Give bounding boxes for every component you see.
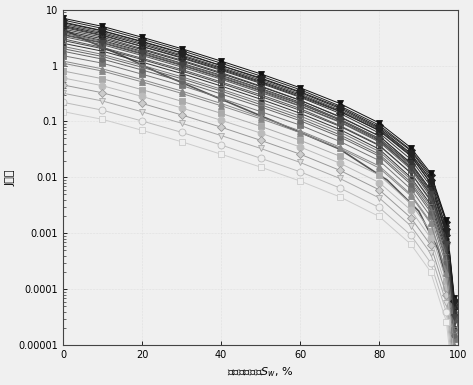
- Y-axis label: J函数: J函数: [6, 169, 16, 186]
- X-axis label: 润湿相饱和度$S_{w}$, %: 润湿相饱和度$S_{w}$, %: [228, 366, 294, 380]
